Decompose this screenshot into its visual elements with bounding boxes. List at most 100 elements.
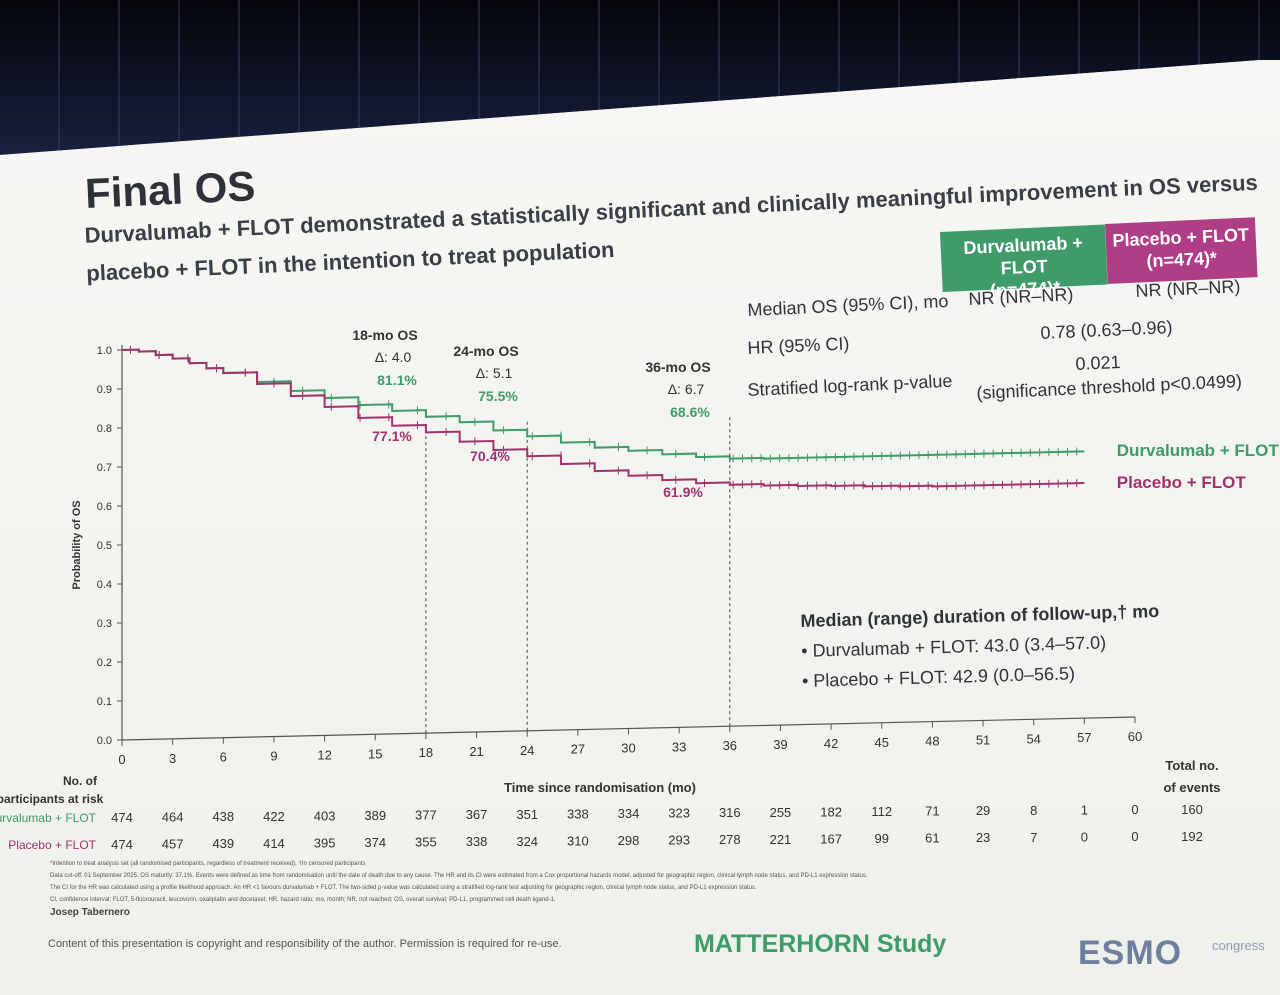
- landmark-title: 36-mo OS: [645, 359, 710, 375]
- y-tick-label: 0.0: [97, 735, 112, 747]
- x-tick-label: 48: [925, 734, 939, 749]
- landmark-title: 18-mo OS: [352, 327, 417, 343]
- x-tick-label: 57: [1077, 730, 1091, 745]
- x-tick-label: 39: [773, 737, 787, 752]
- x-tick-label: 27: [571, 742, 585, 757]
- risk-value: 255: [770, 805, 792, 820]
- risk-value: 422: [263, 809, 285, 824]
- x-axis-label: Time since randomisation (mo): [504, 780, 696, 795]
- placebo-curve: [121, 348, 1085, 488]
- risk-value: 439: [212, 836, 234, 851]
- y-tick-label: 0.5: [97, 540, 112, 552]
- footnote-2: Data cut-off: 01 September 2025. OS matu…: [50, 873, 868, 879]
- risk-row-label: Durvalumab + FLOT: [0, 811, 97, 825]
- landmark-durva-value: 81.1%: [377, 372, 417, 388]
- footnote-4: CI, confidence interval; FLOT, 5-fluorou…: [50, 897, 556, 903]
- esmo-logo: ESMO: [1078, 934, 1183, 972]
- x-tick-label: 30: [621, 741, 635, 756]
- y-tick-label: 1.0: [97, 345, 112, 357]
- x-tick-label: 3: [169, 751, 176, 766]
- x-tick-label: 6: [220, 750, 227, 765]
- x-tick-label: 12: [317, 747, 331, 762]
- footnote-3: The CI for the HR was calculated using a…: [50, 885, 757, 891]
- landmark-placebo-value: 77.1%: [372, 428, 412, 444]
- footnotes: *Intention to treat analysis set (all ra…: [50, 858, 868, 920]
- risk-value: 338: [567, 806, 589, 821]
- x-tick-label: 42: [824, 736, 838, 751]
- series-label-durva: Durvalumab + FLOT: [1117, 441, 1280, 460]
- x-tick-label: 33: [672, 739, 686, 754]
- x-tick-label: 21: [469, 744, 483, 759]
- y-tick-label: 0.3: [97, 618, 112, 630]
- x-tick-label: 24: [520, 743, 534, 758]
- x-tick-label: 0: [118, 752, 125, 767]
- y-tick-label: 0.2: [97, 657, 112, 669]
- risk-value: 61: [925, 831, 939, 846]
- risk-header: No. of: [63, 774, 98, 788]
- risk-value: 167: [820, 831, 842, 846]
- risk-value: 457: [162, 837, 184, 852]
- risk-value: 298: [618, 833, 640, 848]
- risk-value: 323: [668, 806, 690, 821]
- landmark-delta: Δ: 6.7: [668, 381, 705, 397]
- risk-value: 7: [1030, 830, 1037, 845]
- risk-value: 377: [415, 808, 437, 823]
- risk-value: 0: [1081, 829, 1088, 844]
- slide: [0, 60, 1280, 995]
- study-name: MATTERHORN Study: [694, 930, 947, 958]
- copyright-notice: Content of this presentation is copyrigh…: [48, 938, 562, 950]
- followup-box: Median (range) duration of follow-up,† m…: [800, 596, 1161, 696]
- risk-value: 324: [516, 834, 538, 849]
- landmark-title: 24-mo OS: [453, 343, 518, 359]
- x-tick-label: 60: [1128, 729, 1142, 744]
- risk-value: 0: [1131, 829, 1138, 844]
- events-header: of events: [1163, 780, 1220, 795]
- risk-value: 438: [212, 809, 234, 824]
- risk-value: 374: [364, 835, 386, 850]
- risk-value: 0: [1131, 802, 1138, 817]
- events-value: 192: [1181, 829, 1203, 844]
- landmark-placebo-value: 70.4%: [470, 448, 510, 464]
- risk-value: 334: [618, 806, 640, 821]
- events-value: 160: [1181, 802, 1203, 817]
- presenter-name: Josep Tabernero: [50, 907, 130, 918]
- y-tick-label: 0.1: [97, 696, 112, 708]
- risk-value: 310: [567, 833, 589, 848]
- y-tick-label: 0.7: [97, 462, 112, 474]
- risk-value: 351: [516, 807, 538, 822]
- risk-value: 293: [668, 833, 690, 848]
- landmark-durva-value: 68.6%: [670, 404, 710, 420]
- risk-value: 29: [976, 803, 990, 818]
- x-tick-label: 45: [875, 735, 889, 750]
- x-tick-label: 54: [1026, 731, 1040, 746]
- risk-value: 316: [719, 805, 741, 820]
- y-axis-label: Probability of OS: [71, 500, 83, 589]
- risk-value: 338: [466, 834, 488, 849]
- landmark-delta: Δ: 4.0: [375, 349, 412, 365]
- durva-curve: [121, 348, 1085, 460]
- risk-value: 71: [925, 804, 939, 819]
- risk-value: 23: [976, 830, 990, 845]
- risk-value: 182: [820, 804, 842, 819]
- risk-value: 464: [162, 810, 184, 825]
- risk-value: 367: [466, 807, 488, 822]
- y-tick-label: 0.6: [97, 501, 112, 513]
- landmark-placebo-value: 61.9%: [663, 484, 703, 500]
- risk-value: 99: [875, 831, 889, 846]
- y-tick-label: 0.9: [97, 384, 112, 396]
- risk-value: 474: [111, 837, 133, 852]
- landmark-delta: Δ: 5.1: [476, 365, 513, 381]
- risk-value: 8: [1030, 803, 1037, 818]
- x-tick-label: 18: [419, 745, 433, 760]
- x-tick-label: 9: [270, 749, 277, 764]
- y-tick-label: 0.4: [97, 579, 112, 591]
- risk-value: 395: [314, 835, 336, 850]
- series-label-placebo: Placebo + FLOT: [1117, 473, 1247, 492]
- esmo-logo-subtext: congress: [1212, 938, 1265, 953]
- risk-header: participants at risk: [0, 792, 104, 806]
- risk-value: 112: [871, 804, 892, 819]
- x-tick-label: 36: [723, 738, 737, 753]
- events-header: Total no.: [1165, 758, 1218, 773]
- risk-value: 221: [770, 832, 792, 847]
